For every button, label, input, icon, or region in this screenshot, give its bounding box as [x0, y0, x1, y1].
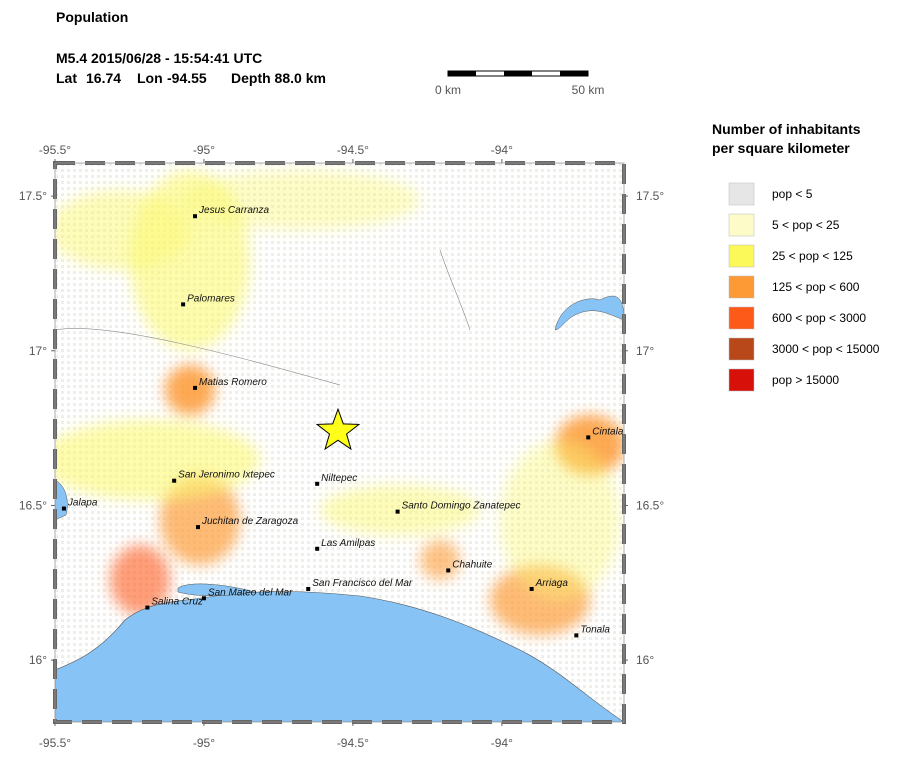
- map-area: [55, 163, 624, 722]
- city-label: Jesus Carranza: [198, 205, 269, 216]
- legend-swatch: [728, 244, 755, 268]
- x-tick-label: -94.5°: [337, 143, 369, 157]
- legend-label: 600 < pop < 3000: [772, 311, 866, 325]
- ocean: [55, 591, 624, 722]
- legend-label: 25 < pop < 125: [772, 249, 853, 263]
- city-label: Jalapa: [67, 498, 98, 509]
- map-frame: [54, 162, 625, 723]
- legend-label: pop < 5: [772, 187, 813, 201]
- city-label: Juchitan de Zaragoza: [201, 516, 299, 527]
- y-tick-label: 17.5°: [19, 189, 47, 203]
- city-label: Las Amilpas: [321, 538, 375, 549]
- legend-label: 125 < pop < 600: [772, 280, 860, 294]
- city-marker: [195, 525, 200, 530]
- city-label: San Mateo del Mar: [208, 587, 293, 598]
- city-marker: [315, 546, 320, 551]
- city-marker: [172, 478, 177, 483]
- y-tick-label: 17°: [636, 344, 654, 358]
- legend-title: Number of inhabitants: [712, 121, 861, 137]
- x-tick-label: -95.5°: [39, 736, 71, 750]
- city-label: Salina Cruz: [151, 597, 203, 608]
- city-label: Cintala: [592, 426, 624, 437]
- scale-label: 50 km: [572, 83, 605, 97]
- city-marker: [306, 586, 311, 591]
- city-marker: [315, 481, 320, 486]
- y-tick-label: 16.5°: [636, 498, 664, 512]
- city-label: Matias Romero: [199, 377, 267, 388]
- legend-title: per square kilometer: [712, 140, 850, 156]
- city-marker: [395, 509, 400, 514]
- x-tick-label: -94°: [491, 143, 513, 157]
- event: M5.4 2015/06/28 - 15:54:41 UTC: [56, 50, 262, 66]
- x-tick-label: -94.5°: [337, 736, 369, 750]
- legend-swatch: [728, 337, 755, 361]
- x-tick-label: -95°: [193, 736, 215, 750]
- legend-swatch: [728, 182, 755, 206]
- x-tick-label: -95°: [193, 143, 215, 157]
- city-marker: [193, 385, 198, 390]
- city-label: San Jeronimo Ixtepec: [178, 470, 275, 481]
- y-tick-label: 16°: [636, 653, 654, 667]
- city-marker: [529, 586, 534, 591]
- city-label: Santo Domingo Zanatepec: [402, 501, 521, 512]
- y-tick-label: 16°: [29, 653, 47, 667]
- lon-label: Lon: [137, 70, 163, 86]
- legend-swatch: [728, 275, 755, 299]
- legend-swatch: [728, 306, 755, 330]
- city-marker: [574, 633, 579, 638]
- city-label: San Francisco del Mar: [312, 578, 413, 589]
- border: [55, 249, 471, 386]
- city-marker: [446, 568, 451, 573]
- legend-label: 5 < pop < 25: [772, 218, 840, 232]
- city-marker: [61, 506, 66, 511]
- lat-label: Lat: [56, 70, 77, 86]
- city-marker: [193, 214, 198, 219]
- city-label: Chahuite: [452, 559, 492, 570]
- legend-label: 3000 < pop < 15000: [772, 342, 880, 356]
- scale-bar: [447, 70, 589, 77]
- lon-value: -94.55: [167, 70, 207, 86]
- x-tick-label: -95.5°: [39, 143, 71, 157]
- depth: Depth 88.0 km: [231, 70, 326, 86]
- y-tick-label: 17°: [29, 344, 47, 358]
- scale-label: 0 km: [435, 83, 461, 97]
- x-tick-label: -94°: [491, 736, 513, 750]
- legend-swatch: [728, 368, 755, 392]
- legend-swatch: [728, 213, 755, 237]
- lagoon: [177, 583, 256, 597]
- city-marker: [145, 605, 150, 610]
- epicenter: [315, 407, 361, 451]
- y-tick-label: 16.5°: [19, 498, 47, 512]
- title: Population: [56, 9, 128, 25]
- city-marker: [201, 596, 206, 601]
- city-label: Arriaga: [535, 578, 569, 589]
- legend-label: pop > 15000: [772, 373, 839, 387]
- city-label: Tonala: [580, 624, 610, 635]
- city-marker: [586, 435, 591, 440]
- y-tick-label: 17.5°: [636, 189, 664, 203]
- lat-value: 16.74: [86, 70, 121, 86]
- city-label: Palomares: [187, 293, 235, 304]
- city-label: Niltepec: [321, 473, 357, 484]
- cities: Jesus Carranza Palomares Matias Romero San …: [61, 205, 624, 638]
- city-marker: [181, 302, 186, 307]
